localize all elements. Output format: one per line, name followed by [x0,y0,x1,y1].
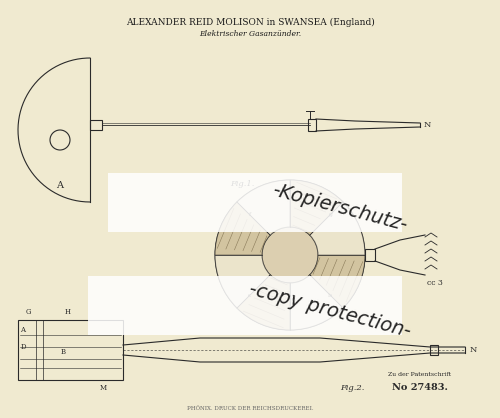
Text: ALEXANDER REID MOLISON in SWANSEA (England): ALEXANDER REID MOLISON in SWANSEA (Engla… [126,18,374,27]
Text: Zu der Patentschrift: Zu der Patentschrift [388,372,452,377]
Bar [90,120,102,130]
Text: A: A [56,181,64,189]
Text: g: g [328,212,332,217]
Wedge shape [237,275,290,330]
Text: No 27483.: No 27483. [392,382,448,392]
Text: B: B [60,348,66,356]
Wedge shape [310,202,365,255]
Text: cc 3: cc 3 [427,279,443,287]
Wedge shape [215,255,270,308]
Text: N: N [424,121,432,129]
Text: D: D [20,343,26,351]
Text: H: H [65,308,71,316]
Text: N: N [470,346,478,354]
Text: Elektrischer Gasanzünder.: Elektrischer Gasanzünder. [199,30,301,38]
Text: G: G [25,308,31,316]
Text: b: b [328,293,332,298]
Text: f: f [248,212,251,217]
Bar [430,345,438,355]
Text: M: M [100,384,106,392]
Bar [18,320,123,380]
Text: -copy protection-: -copy protection- [247,279,413,341]
Bar [365,249,375,261]
Text: PHÖNIX. DRUCK DER REICHSDRUCKEREI.: PHÖNIX. DRUCK DER REICHSDRUCKEREI. [186,405,314,410]
Text: Fig.2.: Fig.2. [340,384,364,392]
Bar [308,119,316,131]
Wedge shape [290,180,343,235]
Text: -Kopierschutz-: -Kopierschutz- [270,181,409,235]
Wedge shape [215,202,270,255]
FancyBboxPatch shape [108,173,402,232]
Text: A: A [20,326,25,334]
Text: c: c [248,293,252,298]
Wedge shape [290,275,343,330]
FancyBboxPatch shape [88,276,402,335]
Wedge shape [310,255,365,308]
Circle shape [262,227,318,283]
Text: Fig.1.: Fig.1. [230,180,254,188]
Wedge shape [237,180,290,235]
